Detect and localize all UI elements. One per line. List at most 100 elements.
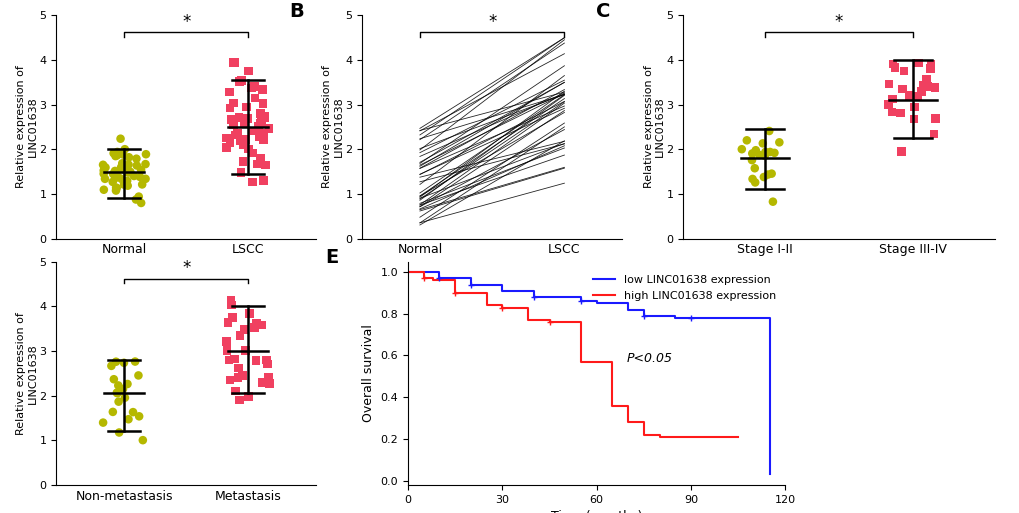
Point bbox=[235, 141, 252, 149]
Point bbox=[883, 108, 900, 116]
Point bbox=[222, 376, 238, 384]
Point bbox=[109, 389, 125, 398]
Point bbox=[108, 186, 124, 194]
Point bbox=[744, 149, 760, 157]
Point bbox=[922, 60, 938, 68]
Point bbox=[255, 100, 271, 108]
Point bbox=[247, 94, 263, 102]
Point bbox=[106, 375, 122, 383]
Point bbox=[232, 168, 249, 176]
Point bbox=[131, 173, 148, 181]
Point bbox=[227, 387, 244, 395]
Point bbox=[750, 151, 766, 159]
Point bbox=[115, 150, 131, 159]
Point bbox=[109, 151, 125, 160]
Point bbox=[114, 159, 130, 167]
Point bbox=[133, 181, 150, 189]
Point bbox=[243, 84, 259, 92]
Point bbox=[234, 136, 251, 145]
Point bbox=[738, 136, 754, 145]
Point bbox=[733, 145, 749, 153]
Point bbox=[233, 76, 250, 85]
Point bbox=[234, 157, 251, 166]
Point bbox=[105, 170, 121, 178]
Point bbox=[127, 195, 144, 204]
Point bbox=[770, 138, 787, 146]
Point bbox=[892, 109, 908, 117]
Point bbox=[105, 149, 121, 157]
Point bbox=[926, 114, 943, 123]
Point bbox=[761, 148, 777, 156]
Point bbox=[905, 115, 921, 123]
Point bbox=[222, 296, 238, 304]
Point bbox=[122, 168, 139, 176]
Point bbox=[883, 95, 900, 103]
Point bbox=[138, 160, 154, 168]
Text: P<0.05: P<0.05 bbox=[627, 352, 673, 365]
Point bbox=[754, 139, 770, 147]
Point bbox=[893, 147, 909, 155]
Point bbox=[116, 145, 132, 153]
Text: *: * bbox=[834, 12, 843, 31]
Text: *: * bbox=[181, 12, 191, 31]
Point bbox=[231, 331, 248, 340]
Point bbox=[234, 371, 251, 380]
Point bbox=[250, 160, 266, 168]
Point bbox=[116, 359, 132, 367]
Point bbox=[240, 67, 257, 75]
Point bbox=[110, 381, 126, 389]
Point bbox=[246, 324, 262, 332]
Point bbox=[225, 99, 242, 107]
Point bbox=[218, 346, 234, 354]
Point bbox=[248, 357, 264, 365]
Point bbox=[130, 371, 147, 380]
Point bbox=[103, 362, 119, 370]
Point bbox=[764, 198, 781, 206]
Point bbox=[255, 85, 271, 93]
Point bbox=[255, 132, 271, 140]
Point bbox=[107, 152, 123, 160]
Point bbox=[117, 177, 133, 185]
Point bbox=[251, 122, 267, 130]
Point bbox=[221, 139, 237, 147]
Point bbox=[222, 115, 238, 124]
Point bbox=[231, 396, 248, 404]
Point bbox=[879, 80, 896, 88]
Point bbox=[221, 88, 237, 96]
Point bbox=[755, 173, 771, 181]
Point bbox=[227, 131, 244, 139]
Point bbox=[128, 162, 145, 170]
Point bbox=[223, 301, 239, 309]
Point bbox=[746, 179, 762, 187]
Point bbox=[887, 63, 903, 71]
Point bbox=[756, 148, 772, 156]
Point bbox=[231, 136, 248, 145]
Point bbox=[221, 104, 237, 112]
Point bbox=[918, 83, 934, 91]
Point bbox=[925, 130, 942, 138]
Point bbox=[96, 170, 112, 178]
Point bbox=[895, 67, 911, 75]
Point bbox=[231, 77, 248, 86]
Y-axis label: Relative expression of
LINC01638: Relative expression of LINC01638 bbox=[16, 312, 38, 435]
Point bbox=[120, 153, 137, 162]
Point bbox=[921, 65, 937, 73]
Point bbox=[108, 184, 124, 192]
Point bbox=[245, 127, 261, 135]
Point bbox=[251, 131, 267, 140]
Point bbox=[760, 127, 776, 135]
Point bbox=[110, 398, 126, 406]
Point bbox=[229, 129, 246, 137]
Point bbox=[253, 154, 269, 163]
Point bbox=[237, 103, 254, 111]
Point bbox=[746, 164, 762, 172]
Point bbox=[908, 92, 924, 101]
Point bbox=[218, 337, 234, 345]
Point bbox=[242, 309, 258, 318]
Point bbox=[109, 388, 125, 397]
Point bbox=[115, 385, 131, 393]
Point bbox=[117, 166, 133, 174]
Point bbox=[96, 186, 112, 194]
Point bbox=[245, 149, 261, 157]
Text: B: B bbox=[289, 2, 304, 21]
